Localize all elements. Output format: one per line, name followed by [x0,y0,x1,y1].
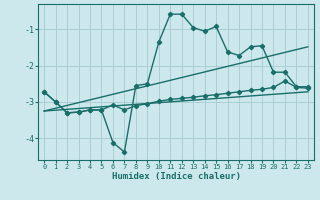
X-axis label: Humidex (Indice chaleur): Humidex (Indice chaleur) [111,172,241,181]
